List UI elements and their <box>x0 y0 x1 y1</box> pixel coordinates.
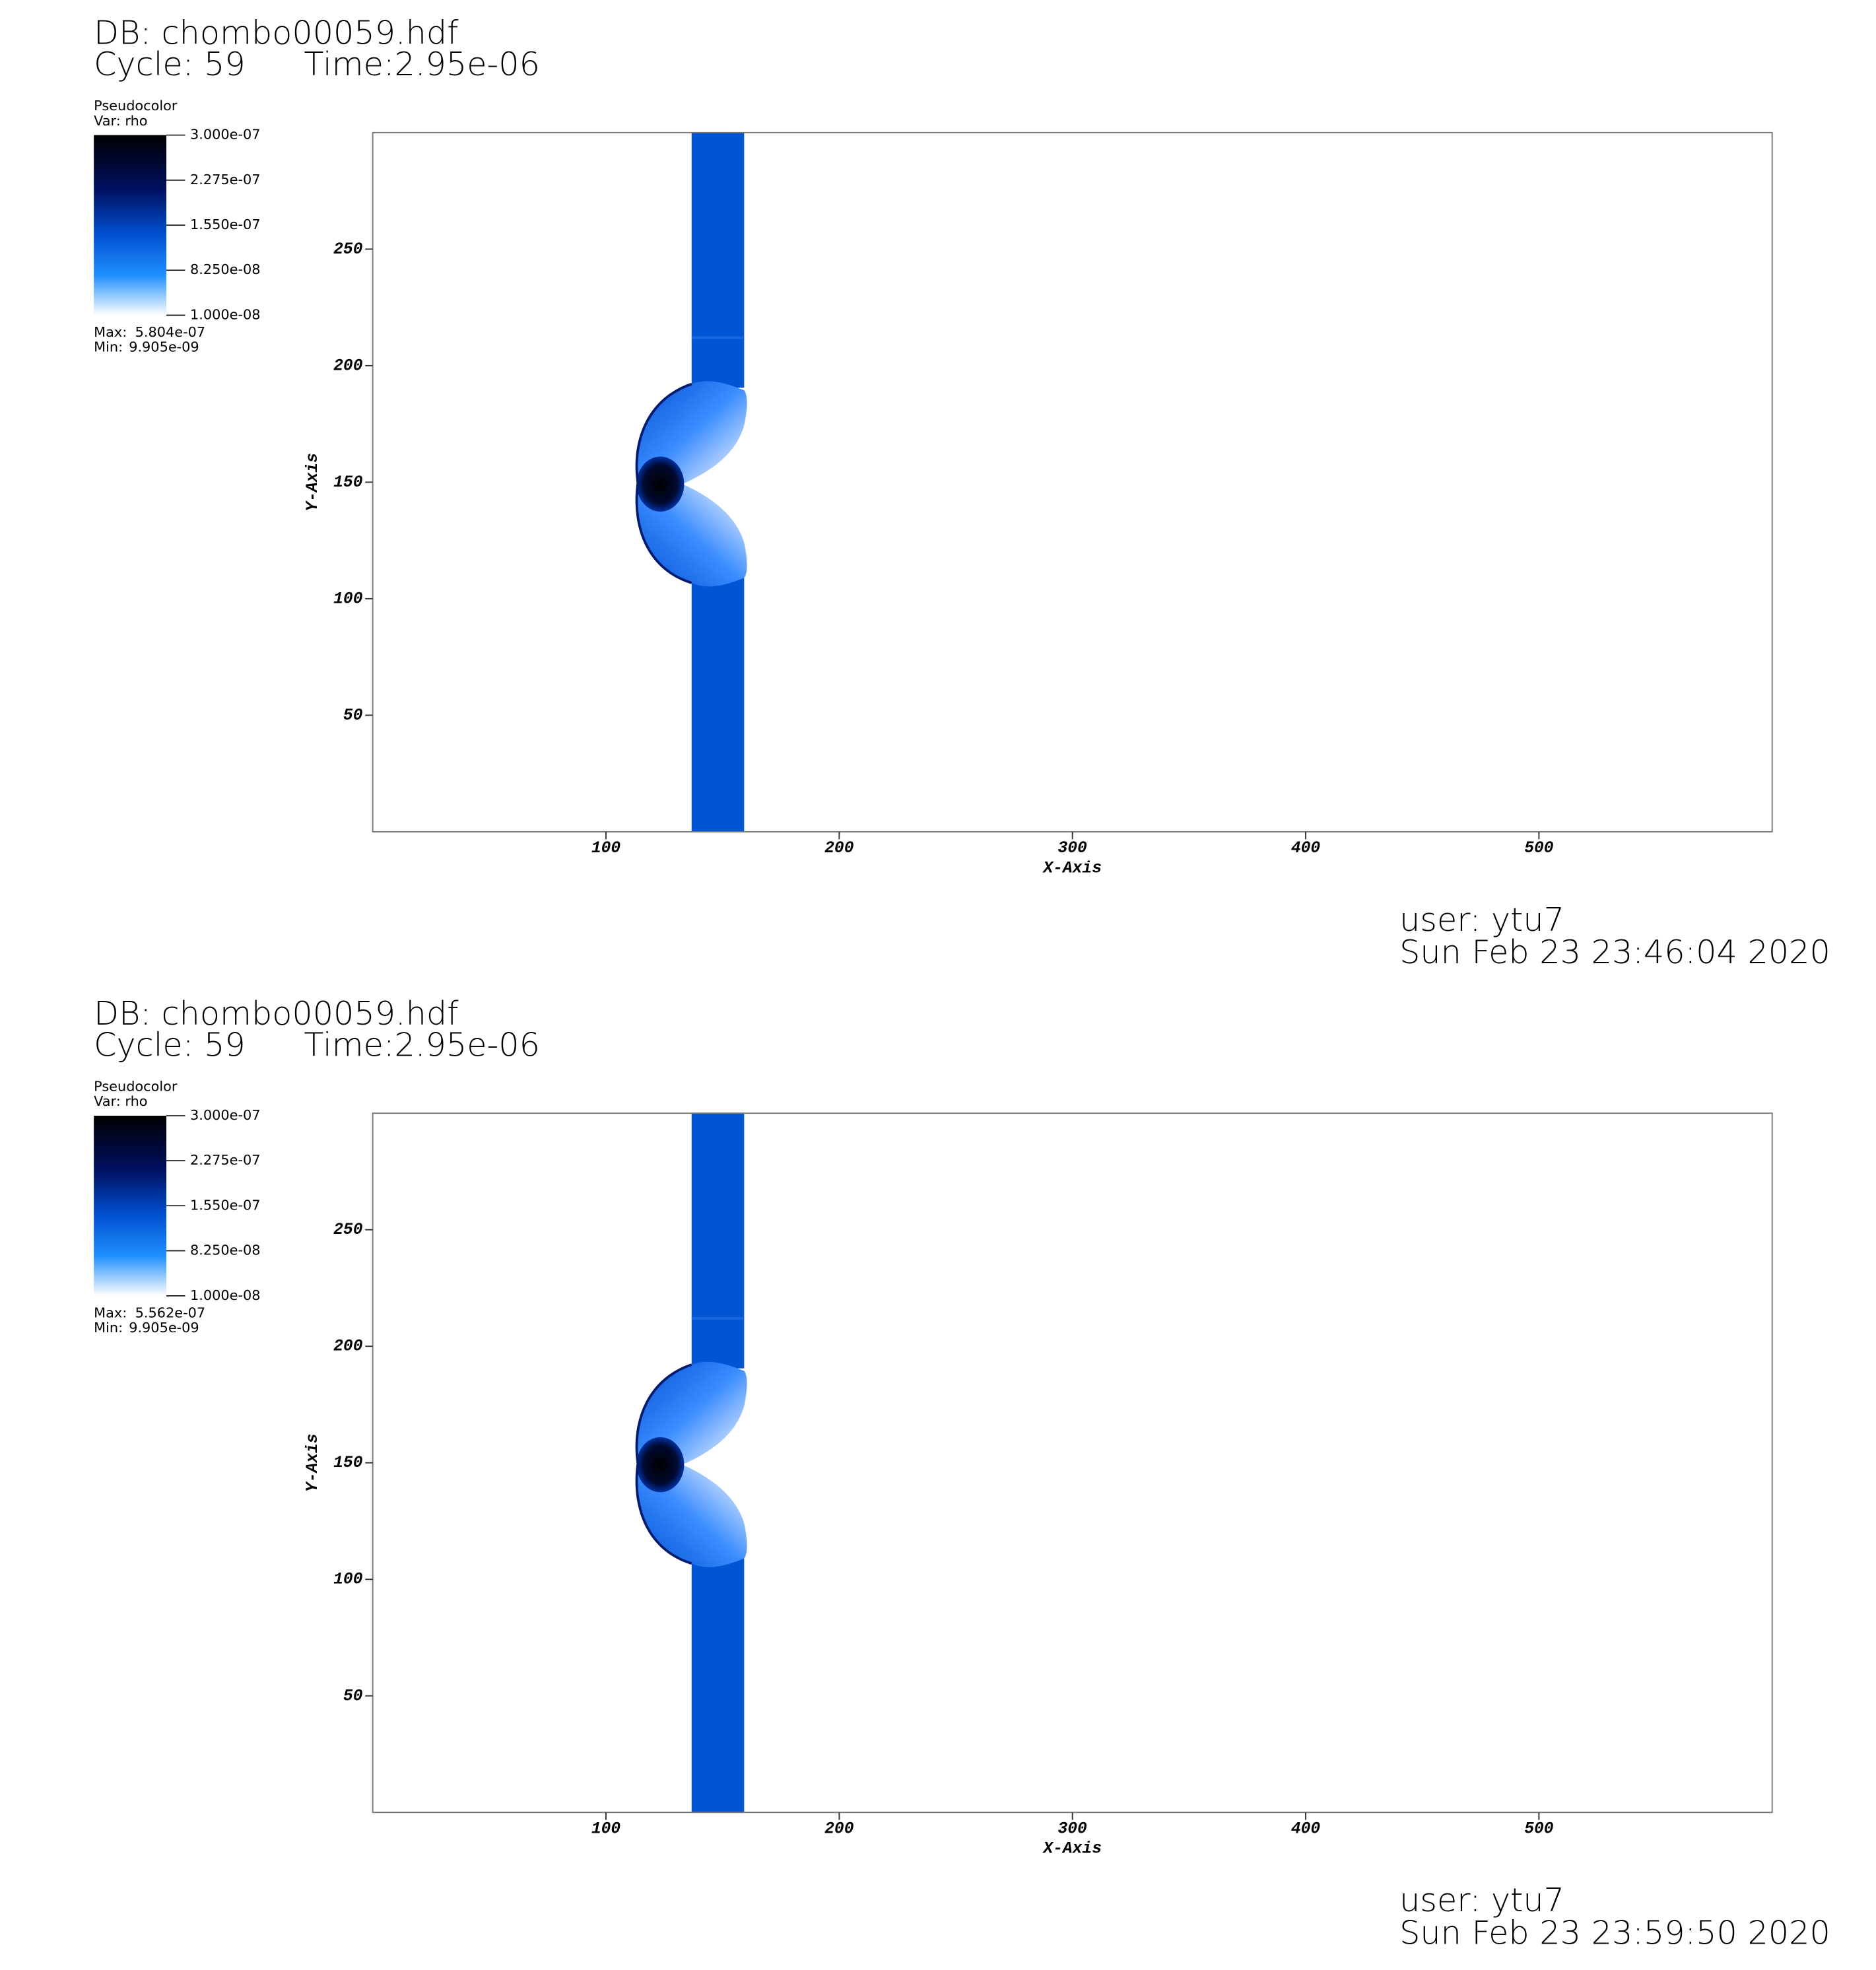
max-value: 5.804e-07 <box>135 324 205 340</box>
field-core <box>636 1437 685 1493</box>
min-label: Min: <box>94 1320 123 1336</box>
colorbar-tick-label: 8.250e-08 <box>190 261 260 277</box>
y-tick-label: 100 <box>333 1571 363 1589</box>
user: user: ytu7 <box>1399 1881 1564 1919</box>
x-axis-title: X-Axis <box>1042 860 1102 877</box>
date: Sun Feb 23 23:59:50 2020 <box>1399 1913 1830 1952</box>
x-tick-label: 200 <box>824 1820 854 1838</box>
colorbar-tick-label: 1.000e-08 <box>190 306 260 322</box>
x-tick-label: 400 <box>1291 1820 1321 1838</box>
x-tick-label: 300 <box>1058 1820 1088 1838</box>
colorbar-tick-label: 1.550e-07 <box>190 217 260 232</box>
colorbar-tick-label: 1.000e-08 <box>190 1287 260 1303</box>
y-tick-label: 150 <box>333 474 363 492</box>
field-core <box>636 456 685 512</box>
colorbar-tick-label: 2.275e-07 <box>190 1152 260 1168</box>
db-title: DB: chombo00059.hdf <box>94 994 459 1033</box>
date: Sun Feb 23 23:46:04 2020 <box>1399 933 1830 971</box>
plot-area <box>372 1113 1772 1813</box>
cycle: Cycle: 59 <box>94 45 246 83</box>
x-tick-label: 100 <box>591 840 621 858</box>
user: user: ytu7 <box>1399 900 1564 939</box>
x-axis-title: X-Axis <box>1042 1841 1102 1858</box>
field-band-top <box>691 132 745 388</box>
min-label: Min: <box>94 339 123 355</box>
time: Time:2.95e-06 <box>304 1025 540 1064</box>
field-band-bottom <box>691 1558 745 1813</box>
y-axis-title: Y-Axis <box>304 1433 322 1492</box>
variable: Var: rho <box>94 1093 147 1109</box>
y-tick-label: 100 <box>333 590 363 608</box>
x-tick-label: 100 <box>591 1820 621 1838</box>
x-tick-label: 200 <box>824 840 854 858</box>
colorbar-tick-label: 8.250e-08 <box>190 1242 260 1258</box>
time: Time:2.95e-06 <box>304 45 540 83</box>
plot-area <box>372 132 1772 832</box>
max-value: 5.562e-07 <box>135 1305 205 1320</box>
y-tick-label: 50 <box>343 707 363 725</box>
y-axis-title: Y-Axis <box>304 453 322 512</box>
field-edge <box>635 1363 692 1565</box>
x-tick-label: 500 <box>1524 1820 1554 1838</box>
cycle: Cycle: 59 <box>94 1025 246 1064</box>
y-tick-label: 150 <box>333 1454 363 1472</box>
y-tick-label: 200 <box>333 357 363 375</box>
min-value: 9.905e-09 <box>129 1320 199 1336</box>
colorbar <box>94 1115 167 1296</box>
colorbar-tick-label: 2.275e-07 <box>190 172 260 187</box>
colorbar-tick-label: 1.550e-07 <box>190 1197 260 1213</box>
legend-title: Pseudocolor <box>94 98 178 114</box>
max-label: Max: <box>94 324 127 340</box>
colorbar-tick-label: 3.000e-07 <box>190 1107 260 1123</box>
y-tick-label: 50 <box>343 1687 363 1705</box>
x-tick-label: 500 <box>1524 840 1554 858</box>
db-title: DB: chombo00059.hdf <box>94 14 459 52</box>
field-band-top <box>691 1113 745 1369</box>
min-value: 9.905e-09 <box>129 339 199 355</box>
x-tick-label: 400 <box>1291 840 1321 858</box>
max-label: Max: <box>94 1305 127 1320</box>
colorbar <box>94 135 167 316</box>
field-band-bottom <box>691 578 745 832</box>
field-edge <box>635 382 692 584</box>
y-tick-label: 250 <box>333 1221 363 1239</box>
variable: Var: rho <box>94 113 147 129</box>
x-tick-label: 300 <box>1058 840 1088 858</box>
colorbar-tick-label: 3.000e-07 <box>190 127 260 143</box>
y-tick-label: 200 <box>333 1338 363 1356</box>
y-tick-label: 250 <box>333 241 363 259</box>
legend-title: Pseudocolor <box>94 1078 178 1094</box>
